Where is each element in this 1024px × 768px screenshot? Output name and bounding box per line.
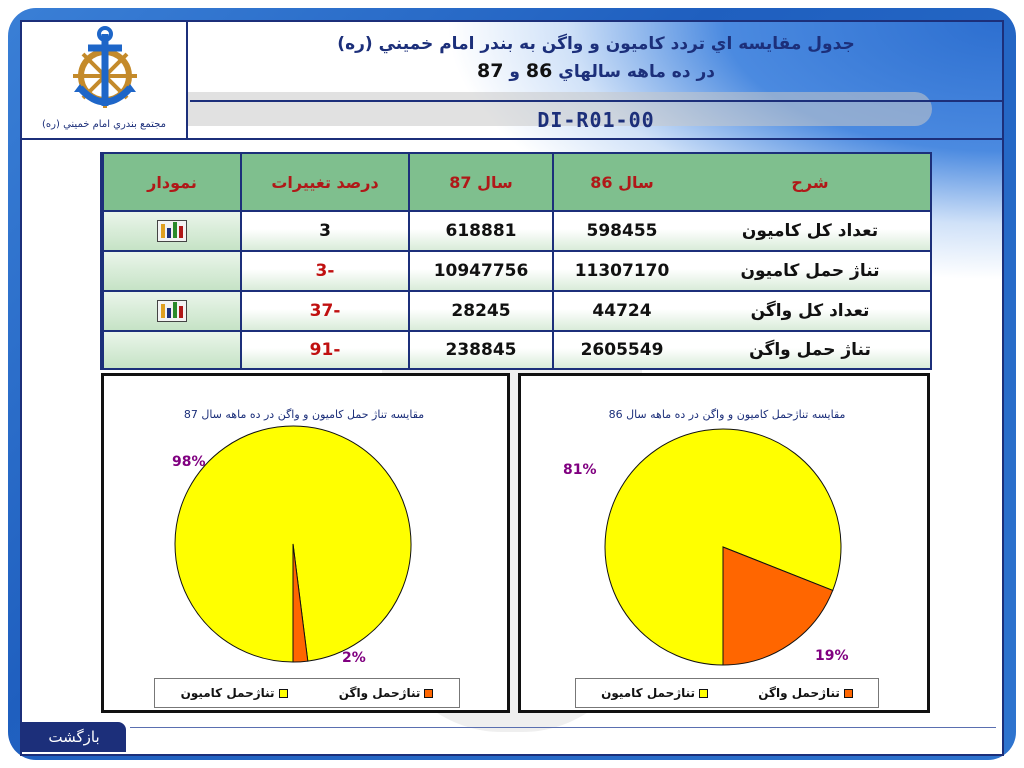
cell-year87: 238845 — [408, 332, 552, 368]
cell-chart — [102, 252, 240, 290]
page-title: جدول مقايسه اي تردد كاميون و واگن به بند… — [190, 22, 1002, 100]
legend-swatch — [424, 688, 434, 698]
title-year-86: 86 — [525, 60, 553, 82]
title-and: و — [509, 62, 520, 82]
pie-slice-wagon — [292, 543, 309, 663]
chart-icon[interactable] — [157, 300, 187, 322]
title-line-1: جدول مقايسه اي تردد كاميون و واگن به بند… — [337, 34, 855, 54]
table-row: تناژ حمل واگن 2605549 238845 -91 — [102, 332, 930, 368]
row-divider — [102, 250, 930, 252]
col-header-chart: نمودار — [102, 154, 240, 210]
pie-data-label: 81% — [563, 462, 597, 478]
cell-change: -3 — [240, 252, 408, 290]
cell-year86: 11307170 — [552, 252, 690, 290]
table-row: تناژ حمل كاميون 11307170 10947756 -3 — [102, 252, 930, 290]
cell-description: تعداد كل واگن — [690, 292, 930, 330]
comparison-table: شرح سال 86 سال 87 درصد تغييرات نمودار تع… — [100, 152, 932, 370]
row-divider — [102, 210, 930, 212]
col-header-change: درصد تغييرات — [240, 154, 408, 210]
cell-chart — [102, 292, 240, 330]
cell-year87: 618881 — [408, 212, 552, 250]
legend-swatch — [278, 688, 288, 698]
title-year-87: 87 — [477, 60, 504, 82]
chart-legend: تناژحمل كاميون تناژحمل واگن — [575, 678, 879, 708]
footer-line — [130, 727, 996, 728]
col-header-year87: سال 87 — [408, 154, 552, 210]
cell-year87: 10947756 — [408, 252, 552, 290]
legend-item-wagon: تناژحمل واگن — [339, 686, 434, 700]
legend-swatch — [699, 688, 709, 698]
legend-item-truck: تناژحمل كاميون — [181, 686, 288, 700]
cell-description: تعداد كل كاميون — [690, 212, 930, 250]
pie-chart-86-panel: مقايسه تناژحمل كاميون و واگن در ده ماهه … — [518, 373, 930, 713]
legend-item-truck: تناژحمل كاميون — [601, 686, 709, 700]
pie-chart-86: مقايسه تناژحمل كاميون و واگن در ده ماهه … — [563, 408, 849, 666]
logo-cell: مجتمع بندري امام خميني (ره) — [22, 22, 188, 138]
legend-swatch — [843, 688, 853, 698]
pie-data-label: 2% — [342, 650, 366, 666]
pie-data-label: 19% — [815, 648, 849, 664]
cell-year87: 28245 — [408, 292, 552, 330]
legend-label: تناژحمل واگن — [758, 686, 840, 700]
row-divider — [102, 290, 930, 292]
legend-item-wagon: تناژحمل واگن — [758, 686, 853, 700]
pie-chart-87-panel: مقايسه تناژ حمل كاميون و واگن در ده ماهه… — [101, 373, 510, 713]
back-button[interactable]: بازگشت — [22, 722, 126, 752]
cell-year86: 44724 — [552, 292, 690, 330]
anchor-logo-icon — [73, 26, 137, 108]
pie-slice-truck — [604, 428, 842, 666]
title-line-2-prefix: در ده ماهه سالهاي — [558, 62, 715, 82]
table-header-row: شرح سال 86 سال 87 درصد تغييرات نمودار — [102, 154, 930, 210]
document-code: DI-R01-00 — [190, 100, 1002, 138]
cell-change: 3 — [240, 212, 408, 250]
header: مجتمع بندري امام خميني (ره) جدول مقايسه … — [20, 20, 1004, 140]
col-header-description: شرح — [690, 154, 930, 210]
col-header-year86: سال 86 — [552, 154, 690, 210]
chart-legend: تناژحمل كاميون تناژحمل واگن — [154, 678, 460, 708]
row-divider — [102, 330, 930, 332]
pie-chart-87: مقايسه تناژ حمل كاميون و واگن در ده ماهه… — [172, 408, 424, 666]
table-row: تعداد كل كاميون 598455 618881 3 — [102, 212, 930, 250]
cell-change: -37 — [240, 292, 408, 330]
cell-year86: 598455 — [552, 212, 690, 250]
table-row: تعداد كل واگن 44724 28245 -37 — [102, 292, 930, 330]
legend-label: تناژحمل واگن — [338, 686, 421, 700]
legend-label: تناژحمل كاميون — [180, 686, 275, 700]
pie-slice-wagon — [722, 546, 834, 666]
cell-description: تناژ حمل واگن — [690, 332, 930, 368]
watermark-bar — [102, 92, 932, 126]
cell-description: تناژ حمل كاميون — [690, 252, 930, 290]
chart-title: مقايسه تناژحمل كاميون و واگن در ده ماهه … — [609, 408, 846, 421]
cell-chart — [102, 332, 240, 368]
cell-change: -91 — [240, 332, 408, 368]
chart-icon[interactable] — [157, 220, 187, 242]
cell-chart — [102, 212, 240, 250]
logo-caption: مجتمع بندري امام خميني (ره) — [42, 119, 166, 130]
cell-year86: 2605549 — [552, 332, 690, 368]
header-divider — [20, 138, 1004, 140]
legend-label: تناژحمل كاميون — [601, 686, 696, 700]
pie-data-label: 98% — [172, 454, 206, 470]
chart-title: مقايسه تناژ حمل كاميون و واگن در ده ماهه… — [184, 408, 424, 421]
title-line-2: در ده ماهه سالهاي 86 و 87 — [190, 60, 1002, 82]
